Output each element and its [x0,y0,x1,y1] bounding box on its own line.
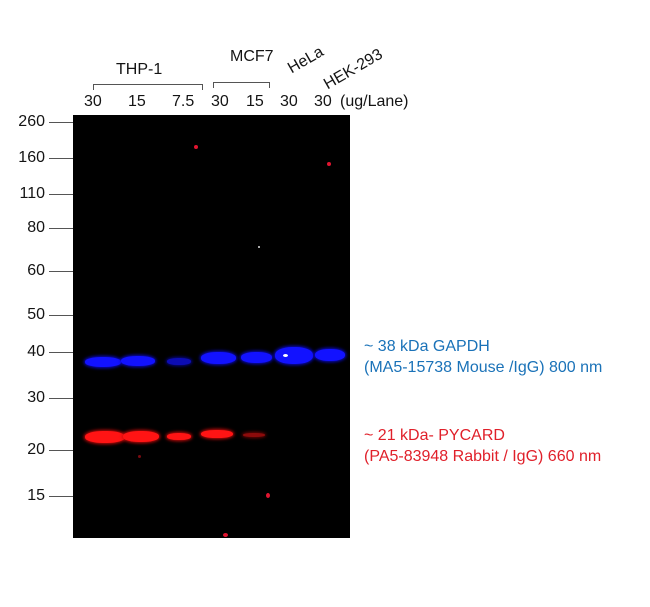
marker-tick [49,315,73,317]
pycard-annotation-line2: (PA5-83948 Rabbit / IgG) 660 nm [364,448,602,465]
lane-load-1: 30 [84,93,102,110]
group-label-hek293: HEK-293 [321,45,386,94]
marker-tick [49,352,73,354]
marker-50: 50 [0,305,73,325]
marker-40: 40 [0,342,73,362]
group-bracket-thp1 [93,84,203,90]
lane-load-3: 7.5 [172,93,195,110]
marker-60: 60 [0,261,73,281]
gapdh-annotation-line2: (MA5-15738 Mouse /IgG) 800 nm [364,359,603,376]
marker-label: 40 [27,343,45,360]
marker-label: 110 [19,185,45,202]
marker-30: 30 [0,388,73,408]
pycard-band-lane1 [85,431,125,443]
marker-label: 260 [18,113,45,130]
lane-unit-label: (ug/Lane) [340,93,409,110]
marker-160: 160 [0,148,73,168]
group-bracket-mcf7 [213,82,270,88]
gapdh-annotation-line1: ~ 38 kDa GAPDH [364,338,490,355]
lane-load-4: 30 [211,93,229,110]
marker-tick [49,496,73,498]
pycard-band-lane5 [243,433,265,437]
lane-load-6: 30 [280,93,298,110]
gapdh-annotation: ~ 38 kDa GAPDH (MA5-15738 Mouse /IgG) 80… [364,336,602,378]
marker-tick [49,398,73,400]
marker-tick [49,271,73,273]
marker-20: 20 [0,440,73,460]
marker-label: 160 [18,149,45,166]
pycard-annotation: ~ 21 kDa- PYCARD (PA5-83948 Rabbit / IgG… [364,425,601,467]
artifact-speck [258,246,260,248]
lane-load-7: 30 [314,93,332,110]
marker-tick [49,122,73,124]
marker-label: 80 [27,219,45,236]
gapdh-band-lane6 [275,347,313,364]
group-label-hela: HeLa [285,43,327,78]
marker-15: 15 [0,486,73,506]
artifact-speck [266,493,270,498]
artifact-speck [223,533,228,537]
group-label-mcf7: MCF7 [230,48,274,65]
gapdh-band-lane3 [167,358,191,365]
marker-110: 110 [0,184,73,204]
marker-tick [49,158,73,160]
pycard-band-lane4 [201,430,233,438]
artifact-speck [327,162,331,166]
gapdh-band-lane5 [241,352,272,363]
artifact-speck [194,145,198,149]
group-label-thp1: THP-1 [116,61,163,78]
pycard-band-lane3 [167,433,191,440]
marker-label: 30 [27,389,45,406]
marker-tick [49,194,73,196]
marker-tick [49,228,73,230]
lane-load-2: 15 [128,93,146,110]
marker-label: 60 [27,262,45,279]
marker-label: 50 [27,306,45,323]
gapdh-band-lane2 [121,356,155,366]
marker-label: 15 [27,487,45,504]
saturated-spot [283,354,288,357]
marker-label: 20 [27,441,45,458]
gapdh-band-lane1 [85,357,121,367]
gapdh-band-lane4 [201,352,236,364]
gapdh-band-lane7 [315,349,345,361]
artifact-speck [138,455,141,458]
marker-tick [49,450,73,452]
marker-260: 260 [0,112,73,132]
pycard-band-lane2 [123,431,159,442]
western-blot-image [73,115,350,538]
lane-load-5: 15 [246,93,264,110]
marker-80: 80 [0,218,73,238]
pycard-annotation-line1: ~ 21 kDa- PYCARD [364,427,505,444]
